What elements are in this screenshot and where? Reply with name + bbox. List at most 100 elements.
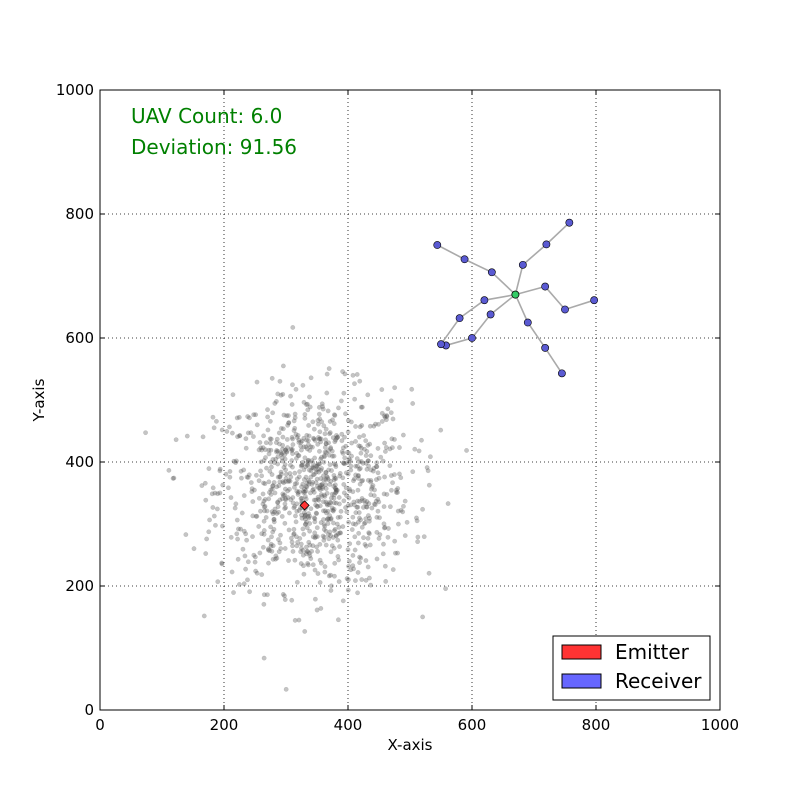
cloud-point bbox=[383, 449, 388, 454]
cloud-point bbox=[191, 546, 197, 552]
cloud-point bbox=[384, 414, 390, 419]
cloud-point bbox=[363, 453, 369, 458]
cloud-point bbox=[366, 501, 372, 507]
cloud-point bbox=[290, 451, 295, 456]
cloud-point bbox=[301, 490, 306, 495]
cloud-point bbox=[335, 434, 341, 440]
x-tick-label: 1000 bbox=[701, 716, 739, 734]
cloud-point bbox=[322, 431, 328, 437]
cloud-point bbox=[323, 542, 329, 548]
cloud-point bbox=[302, 522, 308, 527]
cloud-point bbox=[367, 441, 373, 447]
cloud-point bbox=[279, 458, 285, 464]
cloud-point bbox=[230, 392, 236, 398]
cloud-point bbox=[265, 414, 271, 420]
cloud-point bbox=[252, 487, 257, 493]
y-tick-label: 800 bbox=[65, 205, 94, 223]
cloud-point bbox=[345, 429, 351, 435]
cloud-point bbox=[321, 517, 326, 522]
cloud-point bbox=[402, 533, 408, 539]
cloud-point bbox=[347, 488, 353, 494]
cloud-point bbox=[265, 547, 271, 553]
cloud-point bbox=[342, 434, 347, 440]
cloud-point bbox=[271, 460, 277, 466]
cloud-point bbox=[382, 440, 387, 446]
receiver-point bbox=[455, 314, 464, 323]
cloud-point bbox=[317, 485, 323, 491]
cloud-point bbox=[368, 467, 374, 473]
cloud-point bbox=[310, 472, 316, 478]
cloud-point bbox=[323, 450, 329, 456]
cloud-point bbox=[275, 500, 281, 506]
cloud-point bbox=[270, 543, 276, 549]
cloud-point bbox=[389, 487, 394, 493]
cloud-point bbox=[356, 510, 362, 515]
cloud-point bbox=[310, 464, 316, 470]
cloud-point bbox=[267, 490, 272, 495]
cloud-point bbox=[283, 497, 289, 503]
cloud-point bbox=[348, 467, 354, 473]
cloud-point bbox=[335, 554, 341, 559]
cloud-point bbox=[217, 466, 223, 472]
cloud-point bbox=[296, 453, 302, 459]
cloud-point bbox=[327, 482, 333, 487]
cloud-point bbox=[306, 442, 311, 448]
cloud-point bbox=[291, 428, 297, 433]
cloud-point bbox=[347, 541, 353, 547]
cloud-point bbox=[220, 523, 225, 529]
cloud-point bbox=[295, 539, 301, 545]
cloud-point bbox=[339, 438, 345, 444]
cloud-point bbox=[252, 559, 258, 565]
cloud-point bbox=[325, 476, 331, 482]
cloud-point bbox=[299, 484, 304, 490]
cloud-point bbox=[306, 433, 312, 439]
cloud-point bbox=[331, 453, 337, 459]
cloud-point bbox=[317, 436, 323, 442]
cloud-point bbox=[398, 475, 404, 481]
cloud-point bbox=[293, 534, 299, 540]
cloud-point bbox=[280, 391, 286, 397]
cloud-point bbox=[358, 459, 364, 464]
cloud-point bbox=[298, 443, 304, 449]
cloud-point bbox=[183, 532, 189, 538]
cloud-point bbox=[353, 439, 358, 444]
cloud-point bbox=[299, 462, 305, 468]
cloud-point bbox=[396, 521, 401, 527]
cloud-point bbox=[330, 508, 336, 514]
cloud-point bbox=[321, 477, 327, 483]
cloud-point bbox=[402, 498, 408, 504]
cloud-point bbox=[318, 467, 324, 473]
cloud-point bbox=[414, 515, 419, 521]
cloud-point bbox=[280, 442, 286, 448]
cloud-point bbox=[277, 474, 283, 479]
cloud-point bbox=[300, 526, 306, 532]
cloud-point bbox=[228, 495, 234, 500]
cloud-point bbox=[296, 474, 302, 480]
cloud-point bbox=[312, 516, 318, 522]
receiver-point bbox=[523, 318, 532, 327]
cloud-point bbox=[364, 504, 369, 510]
cloud-point bbox=[321, 522, 327, 527]
cloud-point bbox=[464, 448, 469, 453]
cloud-point bbox=[237, 433, 242, 439]
cloud-point bbox=[348, 463, 354, 469]
cloud-point bbox=[316, 436, 322, 442]
cloud-point bbox=[315, 462, 320, 468]
cloud-point bbox=[259, 447, 265, 453]
cloud-point bbox=[268, 487, 274, 493]
cloud-point bbox=[350, 563, 356, 569]
cloud-point bbox=[278, 452, 284, 457]
cloud-point bbox=[261, 498, 267, 504]
cloud-point bbox=[426, 482, 432, 488]
cloud-point bbox=[219, 560, 225, 566]
cloud-point bbox=[265, 427, 271, 433]
cloud-point bbox=[325, 502, 330, 508]
cloud-point bbox=[314, 511, 320, 516]
cloud-point bbox=[288, 497, 294, 502]
cloud-point bbox=[236, 526, 241, 532]
cloud-point bbox=[308, 468, 314, 474]
cloud-point bbox=[286, 420, 292, 425]
cloud-point bbox=[326, 516, 332, 522]
cloud-point bbox=[352, 476, 357, 482]
cloud-point bbox=[382, 413, 387, 419]
